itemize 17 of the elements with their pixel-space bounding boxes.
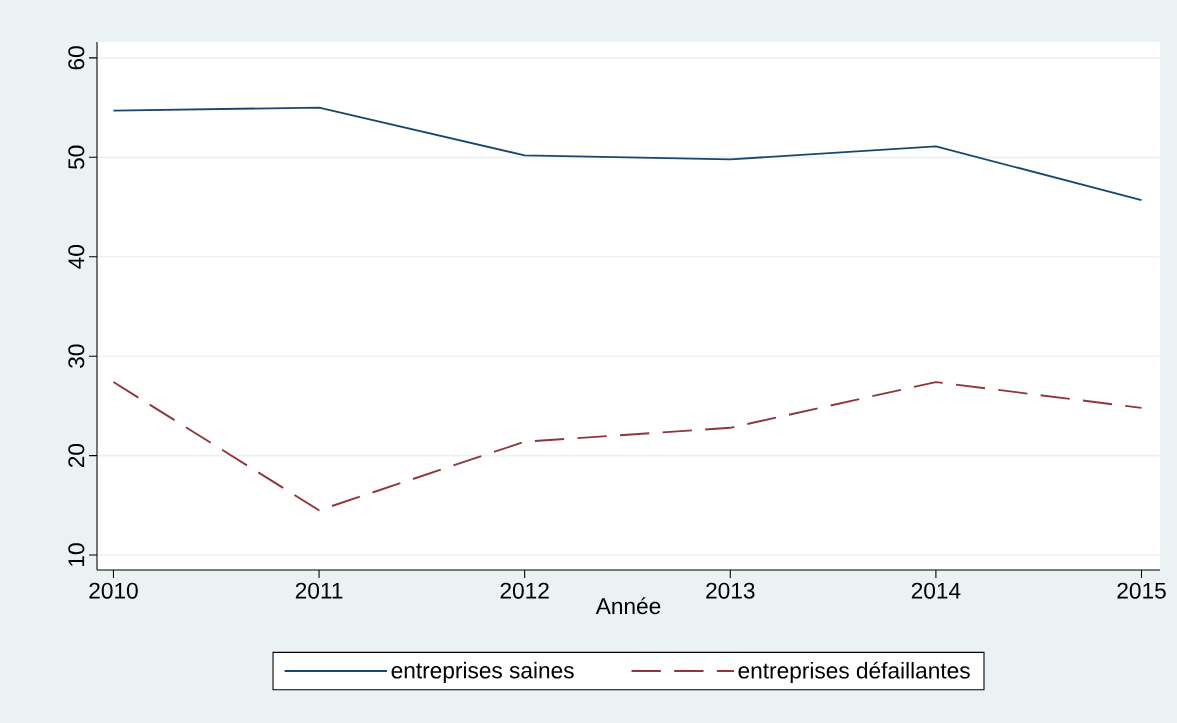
y-tick-label: 40 bbox=[68, 245, 85, 269]
x-axis-title: Année bbox=[595, 597, 661, 615]
line-series bbox=[112, 106, 1143, 202]
x-tick-label: 2015 bbox=[1117, 582, 1166, 599]
x-tick-label: 2014 bbox=[911, 582, 961, 599]
legend-label: entreprises saines bbox=[391, 661, 574, 683]
y-tick-label: 50 bbox=[68, 145, 85, 170]
x-tick-label: 2010 bbox=[89, 582, 138, 599]
x-tick-label: 2013 bbox=[706, 582, 755, 599]
y-tick-label: 10 bbox=[68, 543, 85, 566]
legend-label: entreprises défaillantes bbox=[738, 661, 970, 684]
y-tick-label: 60 bbox=[68, 46, 85, 70]
y-tick-label: 20 bbox=[68, 443, 85, 468]
y-tick-label: 30 bbox=[68, 344, 85, 368]
line-series bbox=[112, 381, 1143, 512]
x-tick-label: 2011 bbox=[295, 582, 343, 599]
x-tick-label: 2012 bbox=[500, 582, 549, 599]
